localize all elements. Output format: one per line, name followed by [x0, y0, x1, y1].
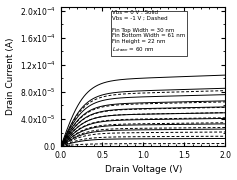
X-axis label: Drain Voltage (V): Drain Voltage (V) [105, 165, 182, 174]
Text: Vbs = 0 V : Solid
Vbs = -1 V ; Dashed

Fin Top Width = 30 nm
Fin Bottom Width = : Vbs = 0 V : Solid Vbs = -1 V ; Dashed Fi… [112, 10, 185, 54]
Y-axis label: Drain Current (A): Drain Current (A) [5, 38, 14, 115]
